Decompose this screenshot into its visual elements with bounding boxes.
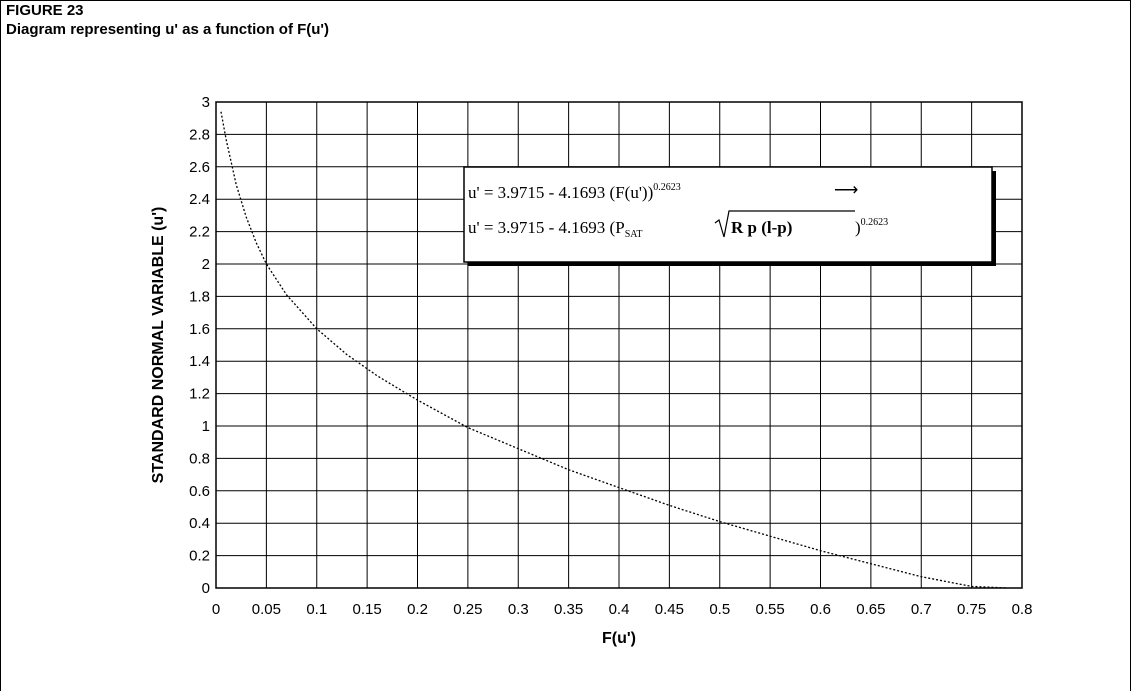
- y-tick-label: 2.4: [189, 191, 210, 208]
- x-tick-label: 0.1: [306, 601, 327, 618]
- square-root-icon: [714, 210, 855, 238]
- figure-number: FIGURE 23: [6, 2, 84, 19]
- y-axis-label: STANDARD NORMAL VARIABLE (u'): [150, 207, 167, 484]
- y-tick-label: 2.2: [189, 224, 210, 241]
- y-tick-label: 1.8: [189, 288, 210, 305]
- equation-box: u' = 3.9715 - 4.1693 (F(u'))0.2623 ⟶ u' …: [463, 166, 996, 266]
- arrow-icon: ⟶: [834, 180, 858, 199]
- x-tick-label: 0.8: [1012, 601, 1033, 618]
- x-tick-label: 0.2: [407, 601, 428, 618]
- x-tick-label: 0.35: [554, 601, 583, 618]
- figure-title-block: FIGURE 23 Diagram representing u' as a f…: [6, 1, 329, 39]
- equation-2-radicand: R p (l-p): [731, 218, 792, 237]
- y-tick-label: 0.4: [189, 515, 210, 532]
- y-tick-label: 3: [202, 94, 210, 111]
- y-tick-label: 1.2: [189, 386, 210, 403]
- x-tick-label: 0: [212, 601, 220, 618]
- x-tick-label: 0.65: [856, 601, 885, 618]
- y-tick-label: 0: [202, 580, 210, 597]
- equation-2-close-paren: ): [855, 218, 861, 237]
- x-tick-label: 0.05: [252, 601, 281, 618]
- y-tick-label: 1.6: [189, 321, 210, 338]
- equation-2-close: )0.2623: [855, 217, 888, 237]
- y-tick-label: 2.6: [189, 159, 210, 176]
- y-tick-label: 0.6: [189, 483, 210, 500]
- y-tick-label: 0.8: [189, 450, 210, 467]
- equation-2-subscript: SAT: [625, 229, 643, 240]
- x-tick-label: 0.45: [655, 601, 684, 618]
- x-tick-label: 0.5: [709, 601, 730, 618]
- x-tick-label: 0.75: [957, 601, 986, 618]
- x-tick-label: 0.25: [453, 601, 482, 618]
- plot-area-border: [215, 101, 1023, 589]
- equation-2-prefix: u' = 3.9715 - 4.1693 (P: [468, 218, 625, 237]
- figure-caption: Diagram representing u' as a function of…: [6, 21, 329, 38]
- x-tick-label: 0.55: [756, 601, 785, 618]
- equation-line-2: u' = 3.9715 - 4.1693 (PSAT: [468, 218, 642, 240]
- equation-2-exponent: 0.2623: [861, 217, 889, 228]
- x-tick-label: 0.6: [810, 601, 831, 618]
- x-tick-label: 0.15: [353, 601, 382, 618]
- y-tick-label: 0.2: [189, 548, 210, 565]
- equation-1-exponent: 0.2623: [653, 182, 681, 193]
- equation-line-1: u' = 3.9715 - 4.1693 (F(u'))0.2623: [468, 182, 681, 202]
- equation-1-main: u' = 3.9715 - 4.1693 (F(u')): [468, 183, 653, 202]
- x-tick-label: 0.3: [508, 601, 529, 618]
- y-tick-label: 2.8: [189, 126, 210, 143]
- x-axis-label: F(u'): [602, 630, 636, 647]
- y-tick-label: 1: [202, 418, 210, 435]
- x-tick-label: 0.4: [609, 601, 630, 618]
- x-tick-label: 0.7: [911, 601, 932, 618]
- x-tick-labels: 0 0.05 0.1 0.15 0.2 0.25 0.3 0.35 0.4 0.45 0.5 0.55…: [212, 601, 1033, 618]
- y-tick-label: 2: [202, 256, 210, 273]
- y-tick-labels: 0 0.2 0.4 0.6 0.8 1 1.2 1.4 1.6 1.8 2 2.2 2.4 2.6 2.8 3: [189, 94, 210, 597]
- y-tick-label: 1.4: [189, 353, 210, 370]
